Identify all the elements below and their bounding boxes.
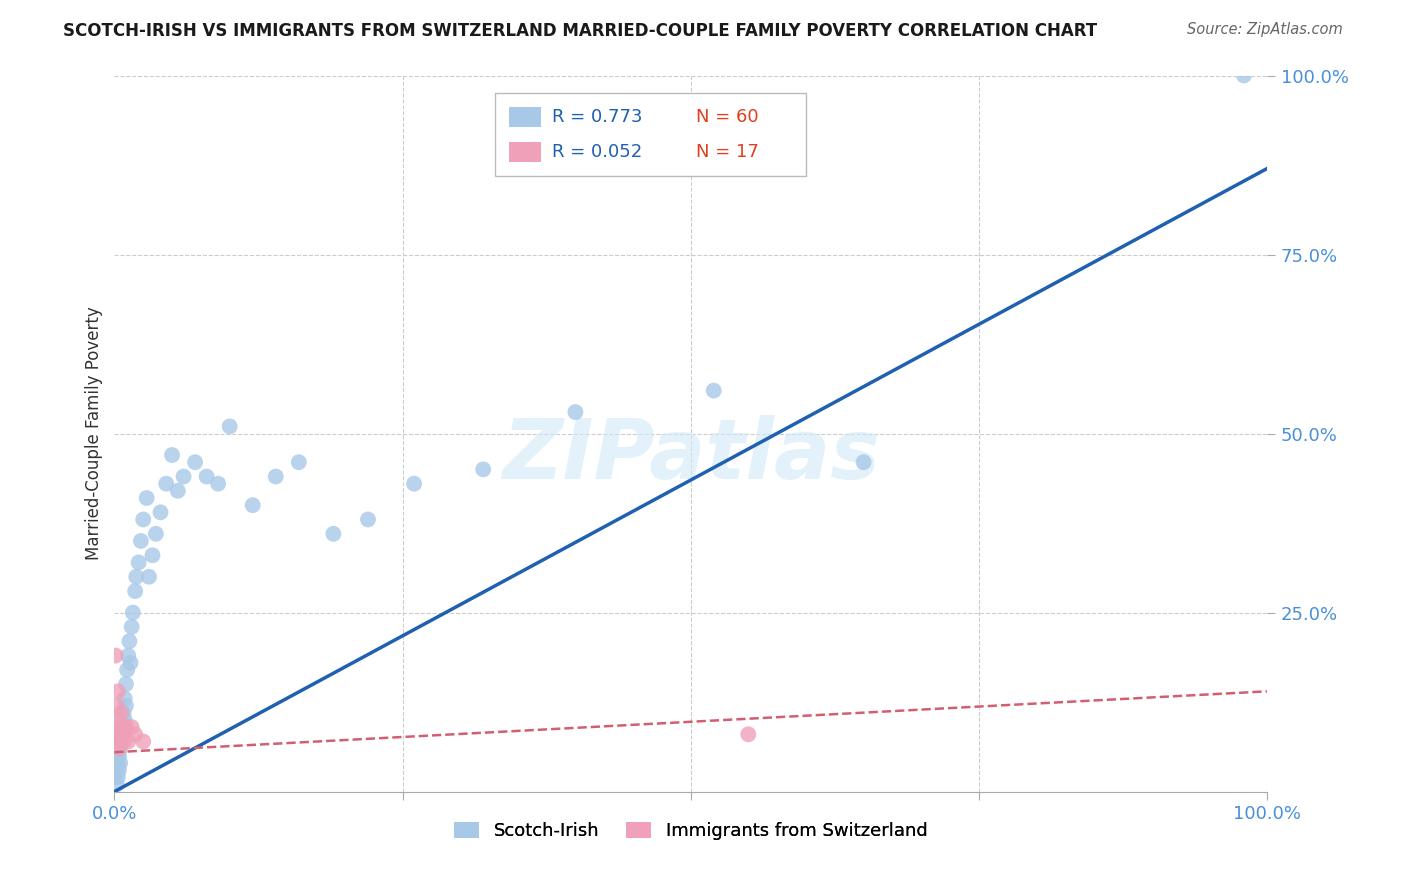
Point	[105, 777, 128, 791]
FancyBboxPatch shape	[509, 142, 541, 162]
Point	[118, 634, 141, 648]
Point	[105, 698, 128, 713]
Point	[402, 476, 425, 491]
Text: SCOTCH-IRISH VS IMMIGRANTS FROM SWITZERLAND MARRIED-COUPLE FAMILY POVERTY CORREL: SCOTCH-IRISH VS IMMIGRANTS FROM SWITZERL…	[63, 22, 1098, 40]
Point	[108, 741, 131, 756]
FancyBboxPatch shape	[495, 94, 806, 176]
Point	[107, 684, 129, 698]
Point	[107, 741, 129, 756]
Point	[184, 455, 207, 469]
Point	[166, 483, 188, 498]
Point	[107, 748, 129, 763]
Point	[129, 533, 152, 548]
Text: N = 17: N = 17	[696, 143, 759, 161]
Point	[218, 419, 240, 434]
Point	[104, 734, 127, 748]
Point	[105, 727, 128, 741]
Point	[107, 756, 129, 770]
Point	[737, 727, 759, 741]
Point	[242, 498, 264, 512]
Point	[108, 720, 131, 734]
Y-axis label: Married-Couple Family Poverty: Married-Couple Family Poverty	[86, 307, 103, 560]
Point	[149, 505, 172, 519]
FancyBboxPatch shape	[509, 107, 541, 127]
Point	[160, 448, 183, 462]
Point	[111, 713, 134, 727]
Point	[155, 476, 177, 491]
Point	[114, 691, 136, 706]
Point	[115, 677, 138, 691]
Point	[207, 476, 229, 491]
Point	[110, 734, 132, 748]
Point	[114, 713, 136, 727]
Point	[112, 720, 135, 734]
Point	[132, 734, 155, 748]
Text: R = 0.052: R = 0.052	[553, 143, 643, 161]
Point	[107, 713, 129, 727]
Point	[195, 469, 218, 483]
Point	[135, 491, 157, 505]
Point	[111, 727, 134, 741]
Point	[138, 570, 160, 584]
Point	[322, 526, 344, 541]
Point	[112, 734, 135, 748]
Text: ZIPatlas: ZIPatlas	[502, 415, 880, 496]
Point	[264, 469, 287, 483]
Point	[117, 734, 139, 748]
Point	[108, 727, 131, 741]
Text: Source: ZipAtlas.com: Source: ZipAtlas.com	[1187, 22, 1343, 37]
Point	[121, 720, 143, 734]
Point	[117, 648, 139, 663]
Point	[852, 455, 875, 469]
Point	[1233, 69, 1256, 83]
Point	[105, 756, 128, 770]
Point	[110, 706, 132, 720]
Text: N = 60: N = 60	[696, 108, 759, 126]
Point	[173, 469, 195, 483]
Point	[104, 648, 127, 663]
Point	[108, 748, 131, 763]
Point	[124, 584, 146, 599]
Point	[124, 727, 146, 741]
Point	[472, 462, 495, 476]
Point	[107, 770, 129, 784]
Point	[115, 663, 138, 677]
Text: R = 0.773: R = 0.773	[553, 108, 643, 126]
Point	[112, 706, 135, 720]
Point	[121, 606, 143, 620]
Point	[357, 512, 380, 526]
Point	[564, 405, 586, 419]
Point	[288, 455, 311, 469]
Point	[145, 526, 167, 541]
Point	[108, 734, 131, 748]
Point	[108, 756, 131, 770]
Point	[108, 741, 131, 756]
Point	[125, 570, 148, 584]
Point	[121, 620, 143, 634]
Legend: Scotch-Irish, Immigrants from Switzerland: Scotch-Irish, Immigrants from Switzerlan…	[447, 814, 935, 847]
Point	[104, 763, 127, 777]
Point	[120, 656, 142, 670]
Point	[128, 556, 150, 570]
Point	[115, 720, 138, 734]
Point	[110, 720, 132, 734]
Point	[141, 549, 163, 563]
Point	[108, 763, 131, 777]
Point	[105, 763, 128, 777]
Point	[132, 512, 155, 526]
Point	[703, 384, 725, 398]
Point	[111, 727, 134, 741]
Point	[115, 698, 138, 713]
Point	[104, 770, 127, 784]
